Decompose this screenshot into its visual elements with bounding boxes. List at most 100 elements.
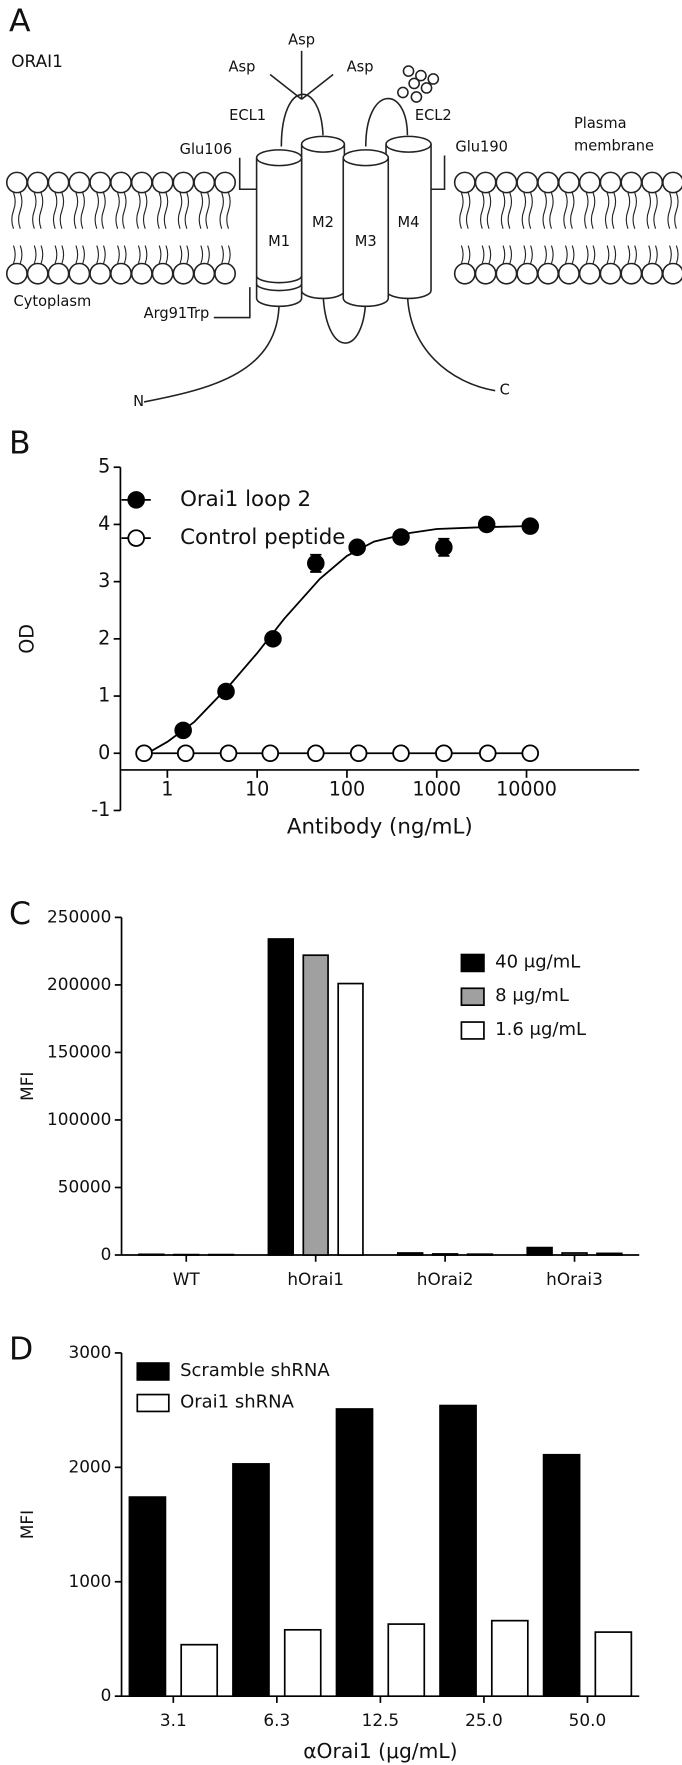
- x-tick-label: 10: [245, 778, 269, 801]
- tail: [646, 192, 658, 264]
- tail: [542, 192, 554, 264]
- y-tick-label: 100000: [47, 1109, 111, 1129]
- y-axis-label: OD: [16, 624, 39, 654]
- lipid-head: [47, 262, 70, 285]
- legend-swatch: [460, 987, 485, 1007]
- lipid-head: [578, 262, 601, 285]
- lipid-head: [47, 171, 70, 194]
- lipid-head: [641, 171, 664, 194]
- label: Asp: [288, 32, 315, 49]
- helix-top: [385, 135, 432, 153]
- lipid-head: [151, 262, 174, 285]
- legend-swatch: [460, 953, 485, 973]
- lipid-head: [89, 171, 112, 194]
- x-axis-label: Antibody (ng/mL): [287, 814, 473, 839]
- bar: [594, 1631, 633, 1698]
- point: [219, 744, 238, 763]
- bar: [431, 1253, 459, 1256]
- lipid-head: [130, 262, 153, 285]
- sugar: [420, 82, 433, 94]
- y-axis-label: MFI: [17, 1072, 37, 1101]
- tail: [219, 192, 231, 264]
- lipid-head: [516, 262, 539, 285]
- lipid-head: [599, 171, 622, 194]
- bar: [396, 1252, 424, 1256]
- label: ECL2: [415, 107, 452, 124]
- label: ECL1: [229, 107, 266, 124]
- lipid-head: [578, 171, 601, 194]
- fit-curve: [146, 525, 527, 755]
- bar: [561, 1252, 588, 1256]
- x-tick-label: 25.0: [465, 1710, 503, 1730]
- x-tick-label: 100: [329, 778, 366, 801]
- helix-top: [300, 135, 346, 153]
- y-tick-label: 5: [98, 455, 110, 478]
- tail: [115, 192, 127, 264]
- helix-top: [255, 149, 303, 167]
- c-tail: [406, 290, 496, 392]
- tail: [500, 192, 513, 264]
- point: [261, 744, 280, 763]
- legend-label: Orai1 loop 2: [180, 487, 311, 512]
- panel-label: B: [9, 426, 31, 462]
- point: [135, 744, 153, 763]
- legend-marker: [127, 529, 145, 547]
- loop: [322, 287, 367, 344]
- lipid-head: [537, 171, 559, 194]
- bar: [283, 1628, 322, 1698]
- tail: [198, 192, 210, 264]
- lipid-head: [620, 171, 643, 194]
- lipid-head: [537, 262, 559, 285]
- lipid-head: [110, 262, 132, 285]
- y-tick-label: 1: [98, 684, 110, 707]
- label: N: [133, 393, 144, 410]
- point: [521, 744, 540, 763]
- lipid-head: [453, 171, 476, 194]
- bilayer: [5, 171, 682, 285]
- point: [392, 744, 410, 763]
- label: M4: [398, 214, 420, 231]
- bar: [439, 1404, 477, 1698]
- tail: [667, 192, 679, 264]
- lipid-head: [495, 171, 518, 194]
- x-tick-label: WT: [173, 1269, 201, 1289]
- bracket: [431, 155, 446, 191]
- legend-label: 1.6 μg/mL: [495, 1019, 586, 1040]
- y-tick-label: 4: [98, 512, 110, 535]
- lipid-head: [662, 171, 682, 194]
- legend-label: Scramble shRNA: [180, 1360, 330, 1381]
- tail: [94, 192, 106, 264]
- y-axis-label: MFI: [17, 1510, 37, 1539]
- legend-label: 40 μg/mL: [495, 951, 580, 972]
- sugar: [427, 73, 440, 85]
- band: [255, 275, 303, 292]
- legend-marker: [127, 491, 145, 509]
- lipid-head: [557, 262, 580, 285]
- lipid-head: [68, 262, 91, 285]
- tail: [73, 192, 85, 264]
- lipid-head: [130, 171, 153, 194]
- y-tick-label: 3: [98, 569, 110, 592]
- y-tick-label: -1: [91, 798, 110, 821]
- label: Cytoplasm: [14, 293, 92, 310]
- label: Glu190: [455, 139, 508, 156]
- tail: [625, 192, 637, 264]
- point: [176, 744, 195, 763]
- label: Asp: [229, 59, 256, 76]
- tail: [479, 192, 492, 264]
- y-tick-label: 0: [101, 1685, 112, 1705]
- tail: [52, 192, 65, 264]
- lipid-head: [26, 171, 49, 194]
- helix: [342, 157, 390, 308]
- lipid-head: [516, 171, 539, 194]
- x-tick-label: 12.5: [362, 1710, 400, 1730]
- lipid-head: [5, 262, 28, 285]
- legend-swatch: [136, 1362, 170, 1381]
- x-tick-label: 10000: [496, 778, 557, 801]
- label: M2: [312, 214, 334, 231]
- tail: [521, 192, 533, 264]
- helix-top: [342, 149, 390, 167]
- lipid-head: [557, 171, 580, 194]
- tail: [563, 192, 575, 264]
